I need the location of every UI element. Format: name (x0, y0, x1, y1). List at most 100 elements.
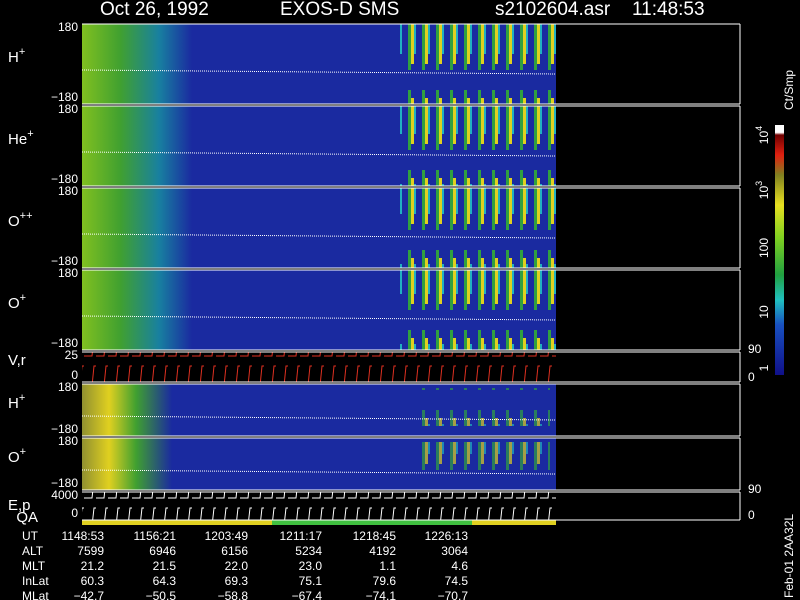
axis-top: 180 (58, 20, 78, 34)
panel-label: He+ (8, 128, 34, 148)
colorbar-label: 10 (757, 305, 771, 319)
panel-stripes (420, 442, 550, 480)
panel-left (82, 188, 192, 268)
axis-bottom: −180 (51, 476, 78, 490)
ephemeris-value: 4.6 (451, 559, 468, 573)
ephemeris-value: −58.8 (218, 589, 249, 600)
panel-left (82, 438, 172, 490)
ephemeris-value: 60.3 (81, 574, 105, 588)
ephemeris-name: InLat (22, 574, 49, 588)
axis-bottom: 0 (71, 368, 78, 382)
ephemeris-value: 5234 (295, 544, 322, 558)
ephemeris-value: −67.4 (292, 589, 323, 600)
axis-top: 180 (58, 380, 78, 394)
time: 11:48:53 (632, 0, 705, 20)
ephemeris-value: −70.7 (438, 589, 469, 600)
panel-stripes (400, 106, 556, 186)
panel-left (82, 270, 192, 350)
panel-label: H+ (8, 46, 25, 66)
panel-label-sup: + (27, 128, 33, 140)
panel-label-sup: + (19, 392, 25, 404)
ephemeris-value: 1226:13 (425, 529, 469, 543)
ephemeris-value: 1211:17 (280, 529, 323, 543)
colorbar-label: 1 (757, 364, 771, 371)
ephemeris-value: 1148:53 (62, 529, 105, 543)
panel-label: O++ (8, 210, 33, 230)
ephemeris-name: UT (22, 529, 39, 543)
ephemeris-value: 22.0 (225, 559, 249, 573)
axis-top: 25 (65, 348, 79, 362)
panel-left (82, 24, 192, 104)
panel-label: E,p (8, 497, 31, 514)
right-top: 90 (748, 482, 762, 496)
ephemeris-value: 1218:45 (353, 529, 397, 543)
ephemeris-name: MLT (22, 559, 46, 573)
qa-label: QA (16, 509, 38, 526)
right-top: 90 (748, 342, 762, 356)
axis-top: 180 (58, 102, 78, 116)
ephemeris-value: 3064 (441, 544, 468, 558)
ephemeris-value: 64.3 (153, 574, 177, 588)
axis-top: 180 (58, 434, 78, 448)
ephemeris-value: 7599 (77, 544, 104, 558)
ephemeris-value: 79.6 (373, 574, 397, 588)
panel-label: O+ (8, 446, 26, 466)
ephemeris-value: 74.5 (445, 574, 469, 588)
panel-left (82, 384, 172, 436)
colorbar-exp: 3 (754, 181, 764, 186)
date: Oct 26, 1992 (100, 0, 209, 20)
ephemeris-value: 75.1 (299, 574, 323, 588)
spectrogram-art (81, 24, 557, 525)
ephemeris-value: 69.3 (225, 574, 249, 588)
colorbar-label: 100 (757, 238, 771, 258)
axis-bottom: −180 (51, 172, 78, 186)
right-bottom: 0 (748, 370, 755, 384)
panel-stripes (400, 188, 556, 268)
ephemeris-value: 1.1 (379, 559, 396, 573)
axis-bottom: 0 (71, 506, 78, 520)
colorbar (775, 125, 784, 375)
ephemeris-value: 1203:49 (205, 529, 249, 543)
ephemeris-value: −42.7 (74, 589, 105, 600)
ephemeris-name: MLat (22, 589, 49, 600)
panel-label-sup: + (20, 446, 26, 458)
panel-label-sup: ++ (20, 210, 33, 222)
colorbar-title: Ct/Smp (782, 70, 796, 110)
ephemeris-value: 6156 (221, 544, 248, 558)
qa-bar (272, 520, 472, 525)
panel-label: O+ (8, 292, 26, 312)
right-bottom: 0 (748, 508, 755, 522)
axis-bottom: −180 (51, 336, 78, 350)
ephemeris-value: 21.5 (153, 559, 177, 573)
instrument: EXOS-D SMS (280, 0, 399, 20)
ephemeris-value: −74.1 (366, 589, 397, 600)
sawtooth (82, 492, 556, 520)
axis-top: 4000 (51, 488, 78, 502)
ephemeris-value: 23.0 (299, 559, 323, 573)
panel-stripes (420, 388, 550, 426)
ephemeris-value: 21.2 (81, 559, 105, 573)
axis-bottom: −180 (51, 254, 78, 268)
ephemeris-value: 6946 (149, 544, 176, 558)
ephemeris-name: ALT (22, 544, 44, 558)
panel-label: H+ (8, 392, 25, 412)
colorbar-label: 103 (754, 181, 771, 199)
panel-stripes (400, 270, 556, 350)
panel-left (82, 106, 192, 186)
axis-top: 180 (58, 184, 78, 198)
axis-top: 180 (58, 266, 78, 280)
axis-bottom: −180 (51, 90, 78, 104)
axis-bottom: −180 (51, 422, 78, 436)
panel-label-sup: + (20, 292, 26, 304)
colorbar-exp: 4 (754, 126, 764, 131)
file: s2102604.asr (495, 0, 611, 20)
ephemeris-value: −50.5 (146, 589, 177, 600)
sawtooth (82, 352, 556, 382)
footer: Feb-01 2AA32L (782, 514, 796, 598)
panel-label-sup: + (19, 46, 25, 58)
colorbar-label: 104 (754, 126, 771, 144)
ephemeris-value: 4192 (369, 544, 396, 558)
panel-stripes (400, 24, 556, 104)
panel-label: V,r (8, 352, 26, 369)
